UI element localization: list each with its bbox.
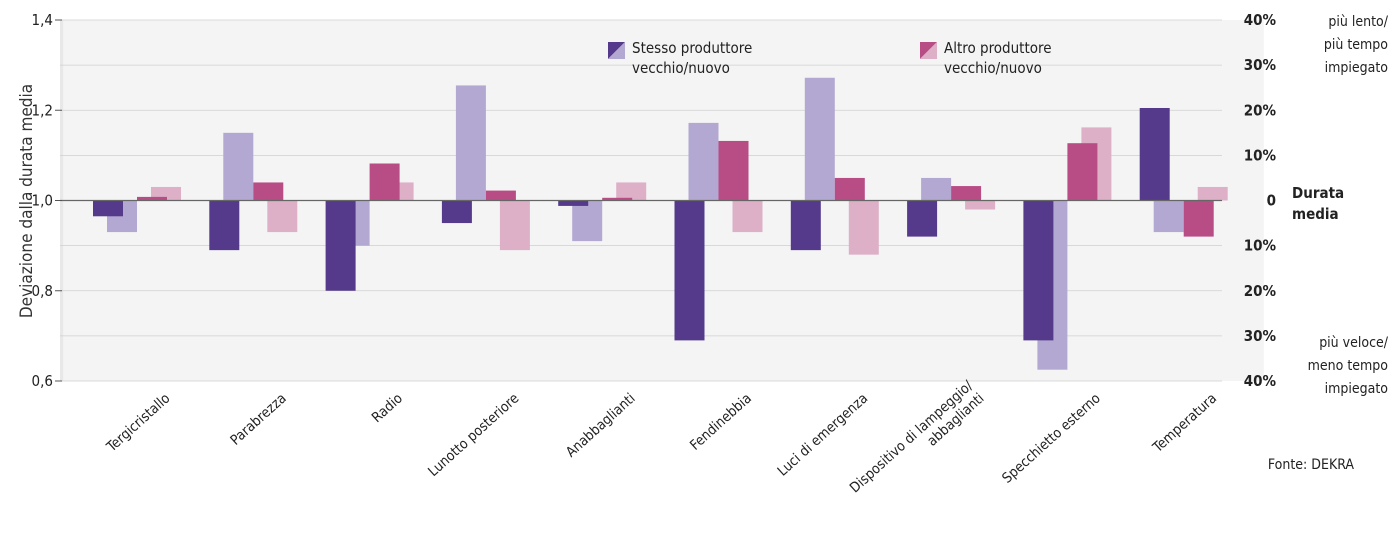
- bar-other-new: [616, 182, 647, 201]
- bar-other-new: [848, 200, 879, 255]
- bar-other-new: [267, 200, 298, 233]
- bar-other-old: [951, 186, 982, 201]
- bar-same-old: [558, 200, 589, 206]
- category-label: Tergicristallo: [103, 390, 173, 456]
- legend-swatch-other: [920, 42, 937, 59]
- bar-same-new: [921, 177, 952, 201]
- note-slower: più lento/ più tempo impiegato: [1324, 14, 1389, 76]
- y-tick-label: 1,2: [32, 101, 53, 119]
- swatch-new: [608, 42, 625, 59]
- y-axis-label: Deviazione dalla durata media: [17, 84, 37, 318]
- swatch-new: [920, 42, 937, 59]
- bar-same-old: [325, 200, 356, 291]
- category-label-text: Tergicristallo: [103, 390, 173, 456]
- bar-same-old: [907, 200, 938, 237]
- category-label-text: Lunotto posteriore: [425, 390, 522, 480]
- svg-text:meno tempo: meno tempo: [1308, 358, 1389, 374]
- bar-other-old: [253, 182, 284, 201]
- bar-other-new: [1197, 186, 1228, 201]
- svg-text:più lento/: più lento/: [1328, 14, 1388, 30]
- bar-same-new: [688, 122, 719, 201]
- bar-same-old: [1023, 200, 1054, 341]
- bars: [93, 77, 1228, 370]
- svg-text:più tempo: più tempo: [1324, 37, 1388, 53]
- category-label-text: Fendinebbia: [687, 391, 755, 454]
- y-tick-label: 1,0: [32, 192, 53, 210]
- right-tick-label: 20%: [1244, 282, 1277, 300]
- bar-other-old: [834, 177, 865, 201]
- category-label-text: Specchietto esterno: [999, 390, 1104, 486]
- category-label: Parabrezza: [228, 391, 290, 449]
- legend-swatch-same: [608, 42, 625, 59]
- y-axis-ticks: 0,6 0,8 1,0 1,2 1,4: [32, 11, 62, 390]
- category-label: Radio: [369, 390, 406, 426]
- bar-same-old: [93, 200, 123, 217]
- category-label-text: Temperatura: [1149, 391, 1220, 457]
- category-label: Fendinebbia: [687, 391, 755, 454]
- category-label: Specchietto esterno: [999, 390, 1104, 486]
- category-label: Lunotto posteriore: [425, 390, 522, 480]
- category-label-text: Parabrezza: [228, 391, 290, 449]
- svg-text:impiegato: impiegato: [1325, 381, 1389, 397]
- bar-same-old: [209, 200, 240, 251]
- right-tick-label: 30%: [1244, 327, 1277, 345]
- bar-same-old: [441, 200, 472, 224]
- category-label: Dispositivo di lampeggio/abbaglianti: [847, 377, 987, 496]
- y-tick-label: 1,4: [32, 11, 53, 29]
- legend-label-same-line2: vecchio/nuovo: [632, 59, 730, 77]
- right-tick-label: 40%: [1244, 372, 1277, 390]
- bar-same-old: [1139, 107, 1170, 201]
- category-label-text: Radio: [369, 390, 406, 426]
- svg-text:impiegato: impiegato: [1325, 60, 1389, 76]
- bar-other-old: [137, 196, 167, 201]
- right-tick-label: 10%: [1244, 146, 1277, 164]
- bar-other-old: [485, 190, 516, 201]
- bar-other-old: [1183, 200, 1214, 237]
- legend: Stesso produttore vecchio/nuovo Altro pr…: [608, 39, 1052, 77]
- right-tick-label: 10%: [1244, 237, 1277, 255]
- category-label-text: Dispositivo di lampeggio/: [847, 377, 977, 496]
- bar-same-new: [1153, 200, 1184, 233]
- y-tick-label: 0,6: [32, 372, 53, 390]
- svg-text:più veloce/: più veloce/: [1319, 335, 1389, 351]
- category-label-text: Anabbaglianti: [563, 391, 638, 461]
- bar-same-new: [572, 200, 603, 242]
- note-faster: più veloce/ meno tempo impiegato: [1308, 335, 1389, 397]
- category-label: Anabbaglianti: [563, 391, 638, 461]
- category-labels: Tergicristallo Parabrezza Radio Lunotto pos…: [103, 377, 1220, 496]
- bar-other-old: [1067, 143, 1098, 201]
- right-tick-label: 20%: [1244, 101, 1277, 119]
- bar-same-old: [790, 200, 821, 251]
- bar-other-new: [732, 200, 763, 233]
- bar-same-new: [455, 85, 486, 201]
- right-tick-label: 0: [1267, 192, 1276, 210]
- source-note: Fonte: DEKRA: [1268, 457, 1354, 473]
- bar-other-old: [369, 163, 400, 201]
- category-label-text: Luci di emergenza: [775, 391, 872, 480]
- category-label: Luci di emergenza: [775, 391, 872, 480]
- right-tick-label: 40%: [1244, 11, 1277, 29]
- right-axis-center-label-1: Durata: [1292, 184, 1344, 202]
- bar-other-new: [499, 200, 530, 251]
- bar-other-new: [965, 200, 996, 210]
- y-tick-label: 0,8: [32, 282, 53, 300]
- bar-other-old: [718, 140, 749, 201]
- bar-other-old: [602, 197, 633, 201]
- right-axis-center-label-2: media: [1292, 205, 1339, 223]
- category-label: Temperatura: [1149, 391, 1220, 457]
- right-axis-ticks: 40% 30% 20% 10% 0 10% 20% 30% 40%: [1244, 11, 1277, 390]
- bar-same-old: [674, 200, 705, 341]
- right-tick-label: 30%: [1244, 56, 1277, 74]
- legend-label-same-line1: Stesso produttore: [632, 39, 752, 57]
- legend-label-other-line2: vecchio/nuovo: [944, 59, 1042, 77]
- bar-same-new: [223, 132, 254, 201]
- legend-label-other-line1: Altro produttore: [944, 39, 1052, 57]
- bar-same-new: [804, 77, 835, 201]
